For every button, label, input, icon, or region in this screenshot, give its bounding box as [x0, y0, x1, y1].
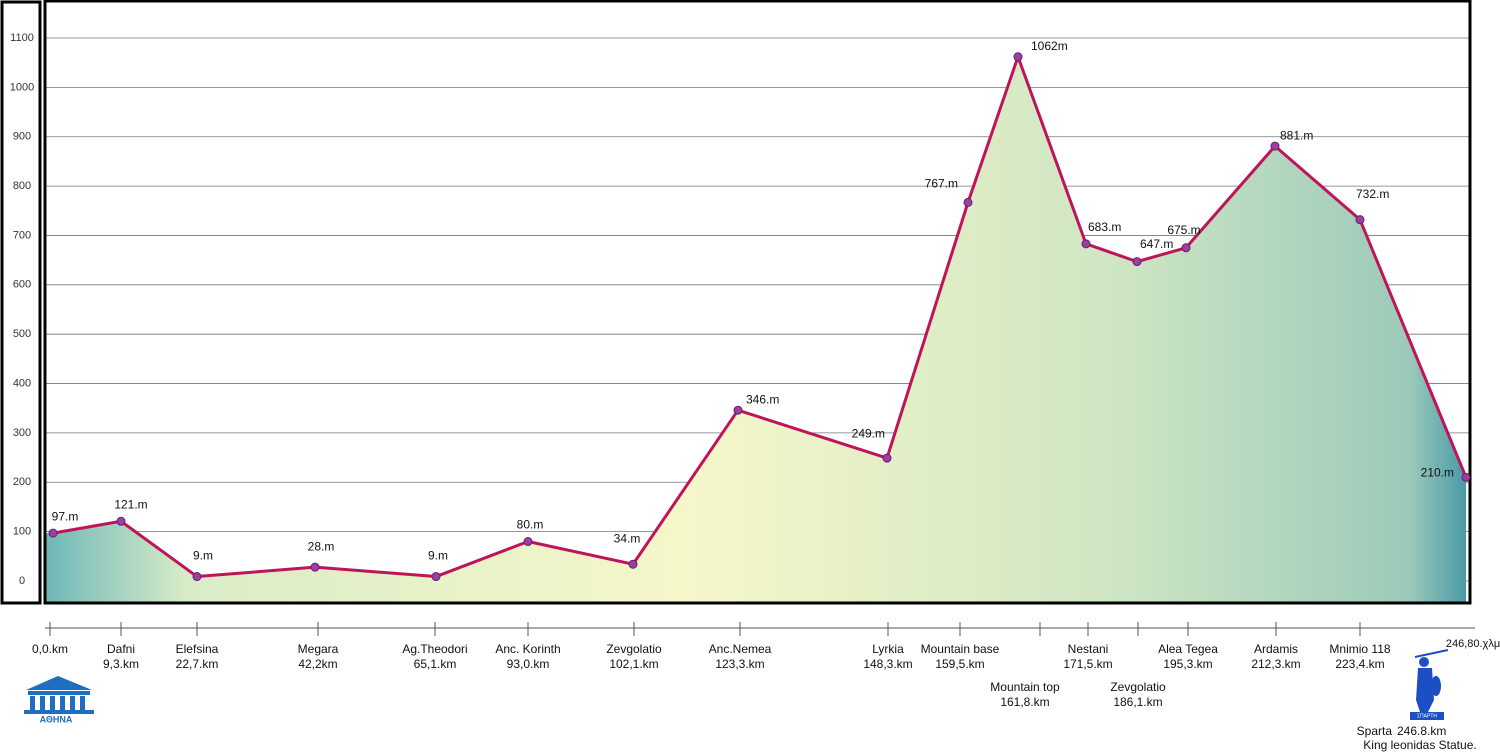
station-distance: 22,7.km	[176, 657, 219, 671]
y-tick-label: 1100	[10, 32, 34, 44]
value-label: 1062m	[1031, 39, 1068, 53]
elevation-point	[1132, 257, 1142, 267]
station-name: Alea Tegea	[1158, 642, 1218, 656]
station-name: Anc. Korinth	[495, 642, 560, 656]
y-tick-label: 0	[19, 575, 25, 587]
elevation-point	[310, 562, 320, 572]
station-distance: 246.8.km	[1397, 724, 1446, 738]
value-label: 121.m	[114, 497, 147, 511]
value-label: 767.m	[925, 177, 958, 191]
elevation-point	[733, 405, 743, 415]
plot-frame	[43, 0, 1472, 605]
station-distance: 148,3.km	[863, 657, 912, 671]
elevation-point	[48, 528, 58, 538]
elevation-point	[1081, 239, 1091, 249]
plot-layer	[46, 37, 1469, 603]
elevation-point	[1181, 243, 1191, 253]
y-tick-label: 600	[13, 279, 31, 291]
station-name: Mnimio 118	[1329, 642, 1390, 656]
axis-end-label: 246,80.χλμ	[1446, 638, 1500, 650]
end-note: King leonidas Statue.	[1363, 738, 1476, 752]
station-distance: 212,3.km	[1251, 657, 1300, 671]
elevation-point	[628, 559, 638, 569]
sparta-logo-text: ΣΠΑΡΤΗ	[1417, 713, 1437, 719]
y-tick-label: 500	[13, 328, 31, 340]
station-distance: 93,0.km	[507, 657, 550, 671]
station-distance: 161,8.km	[1000, 695, 1049, 709]
station-name: Anc.Nemea	[709, 642, 772, 656]
elevation-point	[1270, 141, 1280, 151]
station-distance: 102,1.km	[609, 657, 658, 671]
station-distance: 42,2km	[298, 657, 337, 671]
station-distance: 0,0.km	[32, 642, 68, 656]
y-tick-label: 900	[13, 131, 31, 143]
station-name: Zevgolatio	[606, 642, 662, 656]
y-tick-label: 1000	[10, 81, 34, 93]
value-label: 97.m	[52, 509, 79, 523]
value-label: 675.m	[1167, 223, 1200, 237]
value-label: 346.m	[746, 392, 779, 406]
value-label: 34.m	[614, 531, 641, 545]
station-name: Elefsina	[176, 642, 219, 656]
y-tick-label: 100	[13, 526, 31, 538]
station-distance: 123,3.km	[715, 657, 764, 671]
station-name: Dafni	[107, 642, 135, 656]
elevation-point	[1355, 215, 1365, 225]
station-name: Ardamis	[1254, 642, 1298, 656]
station-distance: 223,4.km	[1335, 657, 1384, 671]
station-name: Megara	[298, 642, 339, 656]
station-name: Ag.Theodori	[402, 642, 467, 656]
elevation-point	[963, 197, 973, 207]
sparta-statue: ΣΠΑΡΤΗ	[1410, 649, 1449, 720]
elevation-point	[1013, 52, 1023, 62]
value-label: 28.m	[308, 539, 335, 553]
y-tick-label: 800	[13, 180, 31, 192]
value-label: 9.m	[428, 549, 448, 563]
value-label: 249.m	[852, 426, 885, 440]
station-distance: 171,5.km	[1063, 657, 1112, 671]
value-label: 647.m	[1140, 237, 1173, 251]
value-label: 9.m	[193, 549, 213, 563]
elevation-point	[882, 453, 892, 463]
station-name: Nestani	[1068, 642, 1109, 656]
value-label: 80.m	[517, 518, 544, 532]
y-axis-frame	[0, 0, 42, 605]
station-name: Sparta	[1357, 724, 1393, 738]
station-name: Mountain base	[921, 642, 1000, 656]
y-tick-label: 700	[13, 229, 31, 241]
station-distance: 186,1.km	[1113, 695, 1162, 709]
station-distance: 159,5.km	[935, 657, 984, 671]
value-label: 881.m	[1280, 128, 1313, 142]
elevation-point	[523, 537, 533, 547]
station-distance: 9,3.km	[103, 657, 139, 671]
elevation-point	[1461, 472, 1471, 482]
athens-logo: ΑΘΗΝΑ	[24, 676, 94, 724]
y-tick-label: 400	[13, 377, 31, 389]
station-distance: 65,1.km	[414, 657, 457, 671]
athens-logo-text: ΑΘΗΝΑ	[40, 714, 73, 724]
y-tick-label: 300	[13, 427, 31, 439]
elevation-point	[116, 516, 126, 526]
station-name: Zevgolatio	[1110, 680, 1166, 694]
station-distance: 195,3.km	[1163, 657, 1212, 671]
y-tick-label: 200	[13, 476, 31, 488]
station-name: Lyrkia	[872, 642, 904, 656]
value-label: 683.m	[1088, 220, 1121, 234]
elevation-point	[192, 572, 202, 582]
station-name: Mountain top	[990, 680, 1060, 694]
value-label: 732.m	[1356, 187, 1389, 201]
value-label: 210.m	[1421, 466, 1454, 480]
elevation-point	[431, 572, 441, 582]
elevation-area	[46, 56, 1466, 603]
